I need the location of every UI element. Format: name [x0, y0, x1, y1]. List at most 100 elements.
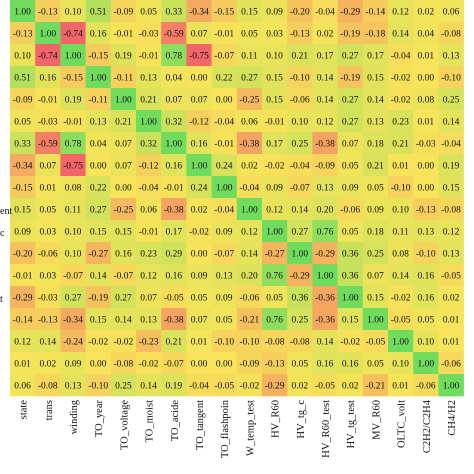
heatmap-cell	[438, 22, 464, 45]
cell-value-label: 1.00	[216, 184, 233, 194]
cell-value-label: 0.00	[90, 162, 107, 172]
heatmap-cell	[312, 286, 338, 309]
heatmap-cell	[262, 374, 288, 397]
heatmap-cell	[10, 22, 36, 45]
heatmap-cell	[10, 132, 36, 155]
cell-value-label: 0.36	[342, 272, 359, 282]
heatmap-cell	[35, 220, 61, 243]
cell-value-label: 0.00	[191, 250, 208, 260]
cell-value-label: -0.05	[214, 382, 234, 392]
heatmap-cell	[262, 264, 288, 287]
heatmap-cell	[262, 330, 288, 353]
cell-value-label: -0.07	[63, 272, 83, 282]
cell-value-label: 0.16	[417, 294, 434, 304]
cell-value-label: -0.02	[114, 338, 134, 348]
cell-value-label: 0.05	[342, 162, 359, 172]
heatmap-cell	[161, 66, 187, 89]
cell-value-label: -0.04	[214, 118, 234, 128]
heatmap-cell	[312, 220, 338, 243]
cell-value-label: 0.13	[317, 184, 334, 194]
cell-value-label: 0.05	[367, 360, 384, 370]
cell-value-label: 0.20	[317, 206, 334, 216]
heatmap-cell	[438, 44, 464, 67]
heatmap-cell	[312, 44, 338, 67]
cell-value-label: -0.25	[240, 96, 260, 106]
heatmap-cell	[35, 0, 61, 23]
cell-value-label: -0.06	[38, 250, 58, 260]
heatmap-cell	[438, 110, 464, 133]
heatmap-cell	[287, 44, 313, 67]
heatmap-cell	[186, 330, 212, 353]
cell-value-label: 0.19	[165, 382, 182, 392]
cell-value-label: 0.01	[392, 382, 409, 392]
cell-value-label: -0.01	[13, 272, 33, 282]
cell-value-label: -0.29	[265, 382, 285, 392]
cell-value-label: -0.59	[38, 140, 58, 150]
cell-value-label: 0.78	[165, 52, 182, 62]
heatmap-cell	[287, 198, 313, 221]
heatmap-cell	[262, 0, 288, 23]
cell-value-label: 0.05	[342, 228, 359, 238]
cell-value-label: -0.01	[139, 52, 159, 62]
cell-value-label: 0.25	[367, 250, 384, 260]
heatmap-cell	[388, 66, 414, 89]
heatmap-cell	[438, 308, 464, 331]
heatmap-cell	[211, 176, 238, 199]
cell-value-label: 0.06	[443, 8, 460, 18]
heatmap-cell	[388, 330, 414, 353]
cell-value-label: 0.24	[216, 162, 233, 172]
cell-value-label: -0.74	[38, 52, 58, 62]
cell-value-label: 0.15	[14, 206, 31, 216]
x-tick-label: TO_moist	[145, 400, 156, 442]
heatmap-cell	[211, 44, 238, 67]
heatmap-cell	[35, 154, 61, 177]
x-tick-label: OLTC_volt	[397, 400, 408, 448]
cell-value-label: 0.15	[241, 8, 258, 18]
cell-value-label: 0.12	[14, 338, 31, 348]
cell-value-label: -0.10	[441, 74, 461, 84]
cell-value-label: 0.06	[14, 382, 31, 392]
cell-value-label: -0.05	[441, 272, 461, 282]
cell-value-label: 0.25	[443, 96, 460, 106]
cell-value-label: 0.09	[266, 184, 283, 194]
cell-value-label: 0.13	[443, 250, 460, 260]
cell-value-label: 0.00	[216, 360, 233, 370]
heatmap-cell	[312, 176, 338, 199]
heatmap-cell	[85, 110, 112, 133]
heatmap-cell	[413, 264, 439, 287]
cell-value-label: 0.02	[291, 382, 308, 392]
heatmap-cell	[438, 220, 464, 243]
heatmap-cell	[186, 242, 212, 265]
cell-value-label: 0.13	[65, 382, 82, 392]
heatmap-cell	[35, 44, 61, 67]
heatmap-cell	[85, 0, 112, 23]
heatmap-cell	[362, 352, 389, 375]
cell-value-label: 0.09	[367, 206, 384, 216]
heatmap-cell	[10, 88, 36, 111]
heatmap-cell	[110, 308, 137, 331]
cell-value-label: -0.75	[63, 162, 83, 172]
cell-value-label: -0.04	[189, 382, 209, 392]
cell-value-label: 0.13	[216, 272, 233, 282]
heatmap-cell	[236, 0, 263, 23]
cell-value-label: 1.00	[165, 140, 182, 150]
cell-value-label: 0.10	[65, 228, 82, 238]
cell-value-label: 0.10	[14, 52, 31, 62]
heatmap-cell	[110, 22, 137, 45]
heatmap-cell	[362, 22, 389, 45]
cell-value-label: 0.33	[165, 8, 182, 18]
heatmap-cell	[10, 154, 36, 177]
heatmap-cell	[60, 22, 86, 45]
heatmap-cell	[236, 308, 263, 331]
y-tick-label-fragment: c	[0, 228, 5, 239]
cell-value-label: -0.15	[13, 184, 33, 194]
heatmap-cell	[262, 198, 288, 221]
cell-value-label: 0.03	[39, 228, 56, 238]
cell-value-label: 0.07	[165, 96, 182, 106]
heatmap-cell	[388, 286, 414, 309]
heatmap-cell	[312, 264, 338, 287]
heatmap-cell	[211, 66, 238, 89]
cell-value-label: 0.16	[39, 74, 56, 84]
cell-value-label: 0.01	[39, 184, 56, 194]
heatmap-cell	[312, 374, 338, 397]
